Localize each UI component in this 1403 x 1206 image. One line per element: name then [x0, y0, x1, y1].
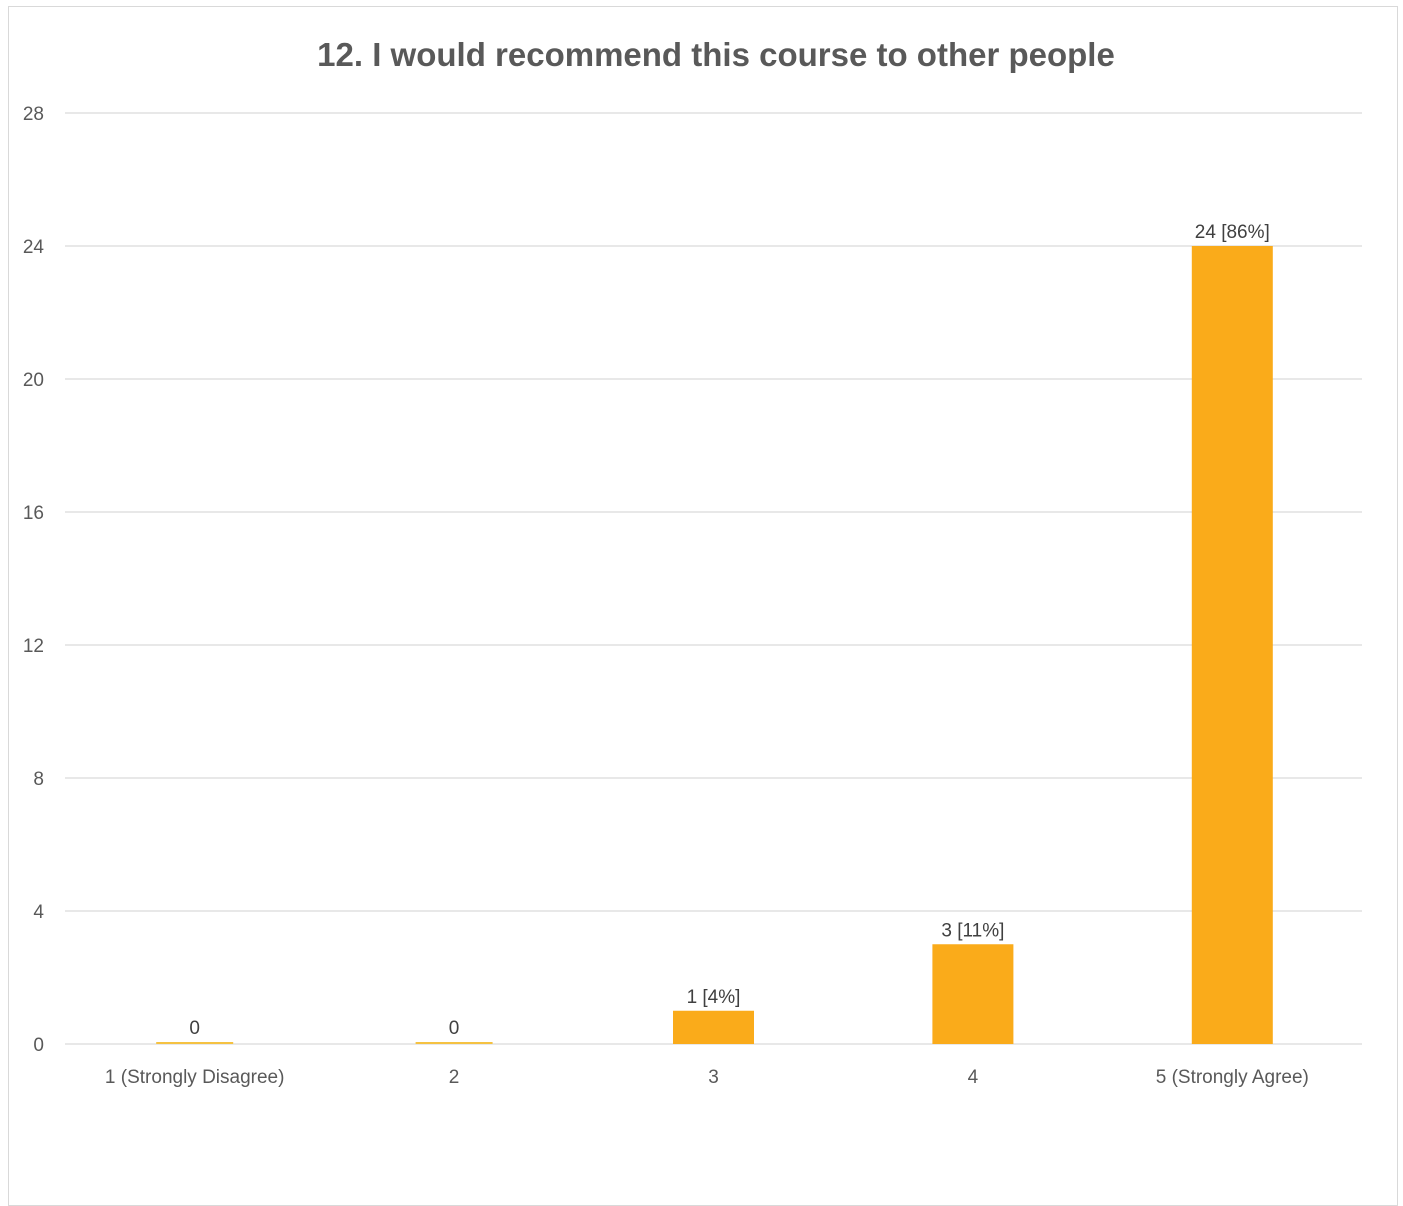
y-tick-label: 24: [23, 237, 45, 258]
data-label-3: 1 [4%]: [687, 987, 741, 1008]
data-label-1: 0: [189, 1018, 200, 1039]
y-tick-label: 28: [23, 104, 44, 125]
bars: [156, 246, 1273, 1044]
x-axis-ticks: 1 (Strongly Disagree) 2 3 4 5 (Strongly Agre…: [105, 1067, 1309, 1088]
bar-5: [1191, 246, 1273, 1044]
y-axis-ticks: 0 4 8 12 16 20 24 28: [23, 104, 45, 1056]
data-label-5: 24 [86%]: [1195, 222, 1270, 243]
bar-1: [156, 1042, 234, 1044]
x-tick-label-5: 5 (Strongly Agree): [1156, 1067, 1309, 1088]
bar-3: [673, 1010, 754, 1044]
data-label-4: 3 [11%]: [941, 920, 1004, 941]
data-label-2: 0: [449, 1018, 460, 1039]
y-tick-label: 4: [33, 902, 44, 923]
bar-4: [932, 944, 1014, 1044]
y-tick-label: 16: [23, 503, 44, 524]
gridlines: [65, 112, 1362, 1045]
y-tick-label: 8: [33, 769, 44, 790]
bar-2: [415, 1042, 493, 1044]
data-labels: 0 0 1 [4%] 3 [11%] 24 [86%]: [189, 222, 1269, 1039]
chart-frame: [8, 6, 1398, 1206]
y-tick-label: 20: [23, 370, 44, 391]
x-tick-label-2: 2: [449, 1067, 460, 1088]
x-tick-label-3: 3: [708, 1067, 719, 1088]
chart-title: 12. I would recommend this course to oth…: [317, 36, 1115, 73]
y-tick-label: 12: [23, 636, 44, 657]
x-tick-label-4: 4: [968, 1067, 979, 1088]
x-tick-label-1: 1 (Strongly Disagree): [105, 1067, 285, 1088]
y-tick-label: 0: [33, 1035, 44, 1056]
